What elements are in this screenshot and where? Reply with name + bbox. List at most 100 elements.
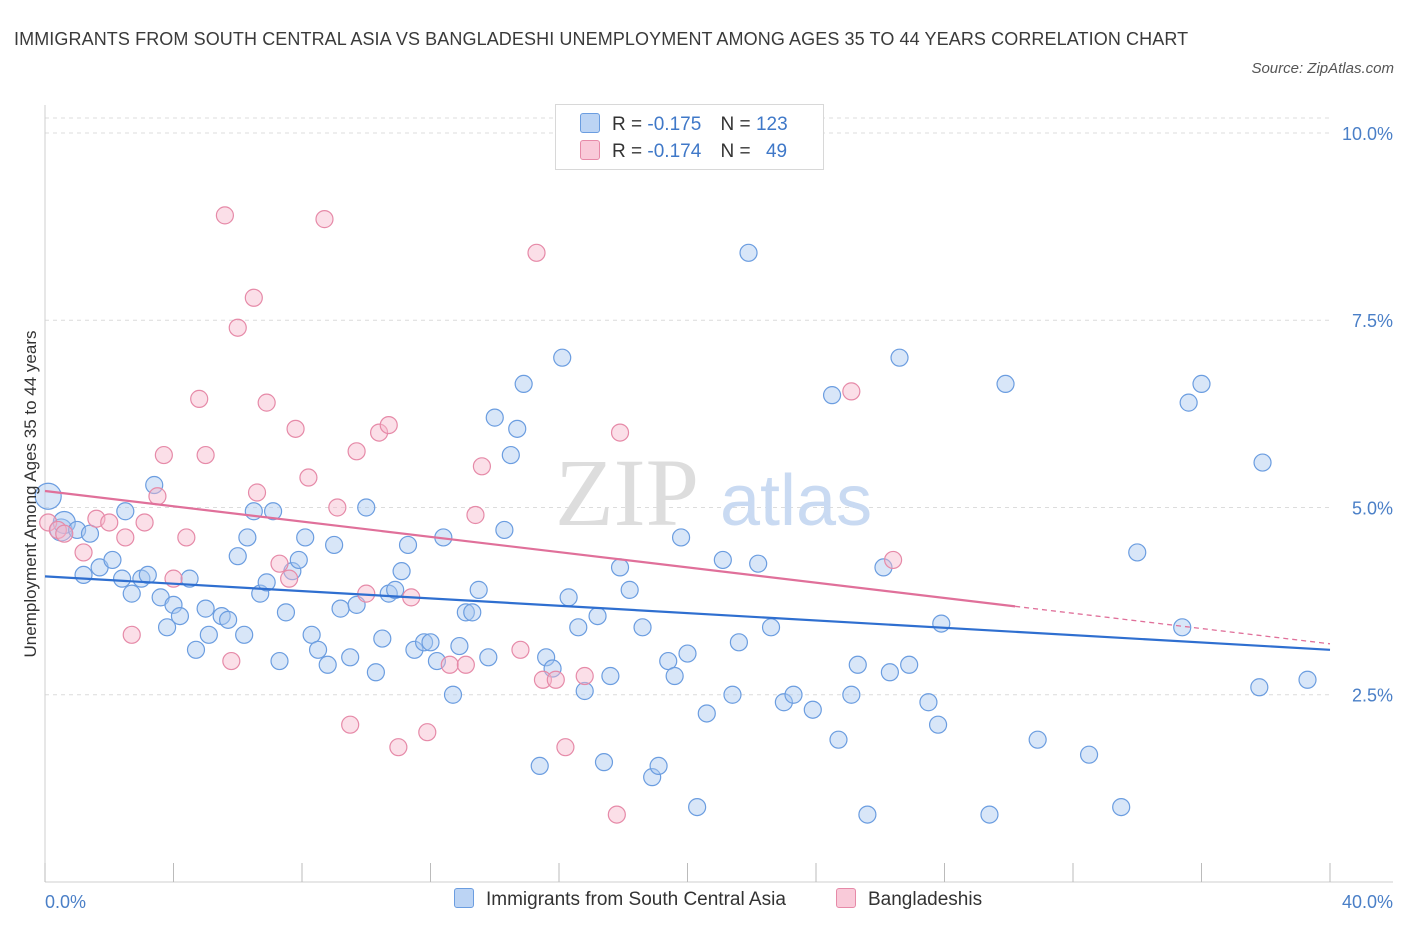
point-immigrants (665, 666, 684, 686)
point-immigrants (34, 482, 62, 510)
point-bangladeshis (299, 468, 318, 487)
point-immigrants (318, 655, 337, 674)
point-immigrants (858, 805, 877, 824)
point-immigrants (405, 640, 424, 659)
r-value-immigrants: -0.175 (647, 114, 702, 135)
point-bangladeshis (607, 805, 626, 824)
point-immigrants (398, 535, 418, 555)
point-immigrants (729, 633, 749, 652)
point-bangladeshis (177, 528, 196, 547)
r-label: R = (612, 114, 643, 135)
point-immigrants (848, 655, 867, 674)
point-bangladeshis (466, 505, 485, 525)
point-bangladeshis (546, 670, 565, 689)
point-immigrants (238, 528, 257, 547)
point-immigrants (774, 693, 793, 712)
point-immigrants (357, 498, 376, 517)
point-immigrants (112, 569, 132, 588)
point-immigrants (575, 681, 594, 701)
point-bangladeshis (472, 457, 491, 476)
point-immigrants (588, 606, 607, 626)
watermark-zip: ZIP (555, 439, 699, 546)
legend-label-bangladeshis: Bangladeshis (868, 889, 983, 910)
point-immigrants (1173, 618, 1192, 637)
watermark: ZIP atlas (555, 439, 872, 546)
point-immigrants (530, 756, 549, 776)
point-bangladeshis (74, 543, 93, 562)
point-immigrants (932, 614, 951, 633)
point-bangladeshis (883, 550, 903, 570)
y-tick-label: 5.0% (1352, 498, 1393, 518)
point-immigrants (157, 618, 177, 637)
point-immigrants (122, 584, 141, 603)
point-immigrants (633, 618, 652, 637)
point-immigrants (649, 756, 668, 776)
point-immigrants (145, 475, 164, 495)
point-immigrants (508, 419, 527, 438)
point-immigrants (325, 535, 344, 555)
point-immigrants (180, 569, 199, 588)
point-bangladeshis (222, 651, 241, 671)
point-bangladeshis (270, 554, 289, 573)
point-immigrants (450, 636, 469, 656)
legend-item-bangladeshis[interactable]: Bangladeshis (836, 888, 982, 911)
point-immigrants (392, 562, 411, 581)
point-immigrants (842, 685, 861, 704)
point-immigrants (276, 603, 296, 622)
point-immigrants (479, 648, 498, 667)
point-bangladeshis (842, 382, 861, 401)
point-immigrants (829, 730, 848, 749)
legend-swatch-bangladeshis (580, 140, 600, 160)
point-immigrants (331, 599, 350, 618)
point-bangladeshis (347, 442, 366, 461)
point-immigrants (822, 386, 842, 405)
point-immigrants (116, 502, 135, 521)
point-bangladeshis (379, 415, 398, 435)
point-bangladeshis (533, 670, 553, 689)
point-bangladeshis (148, 487, 167, 506)
point-bangladeshis (418, 723, 437, 742)
r-label: R = (612, 141, 643, 162)
point-immigrants (559, 588, 578, 607)
n-label: N = (720, 114, 751, 135)
point-immigrants (610, 558, 630, 577)
y-axis-title: Unemployment Among Ages 35 to 44 years (21, 331, 40, 658)
trend-line-bangladeshis-extension (1015, 605, 1331, 645)
point-bangladeshis (315, 210, 334, 229)
point-bangladeshis (389, 738, 408, 757)
watermark-atlas: atlas (720, 461, 872, 541)
point-immigrants (880, 663, 899, 682)
point-immigrants (80, 524, 100, 543)
point-immigrants (1192, 374, 1211, 394)
point-immigrants (196, 599, 215, 618)
point-bangladeshis (280, 569, 299, 588)
point-immigrants (739, 243, 758, 262)
point-bangladeshis (190, 389, 209, 408)
gridlines (45, 117, 1330, 696)
point-immigrants (1250, 678, 1269, 697)
point-immigrants (1112, 797, 1131, 817)
point-immigrants (749, 554, 768, 573)
point-immigrants (414, 633, 434, 652)
point-immigrants (302, 625, 321, 644)
point-immigrants (263, 502, 283, 521)
point-immigrants (1079, 745, 1099, 764)
x-tick-label-max: 40.0% (1342, 892, 1393, 912)
point-bangladeshis (370, 423, 389, 442)
point-immigrants (514, 374, 533, 394)
point-immigrants (671, 528, 691, 547)
point-immigrants (186, 640, 206, 659)
legend-item-immigrants[interactable]: Immigrants from South Central Asia (454, 888, 786, 911)
tick-labels: 2.5% 5.0% 7.5% 10.0% 0.0% 40.0% (45, 124, 1393, 912)
point-bangladeshis (116, 528, 135, 547)
point-immigrants (228, 547, 247, 566)
point-immigrants (373, 629, 392, 648)
trend-lines (44, 489, 1331, 651)
chart-source: Source: ZipAtlas.com (1251, 60, 1394, 77)
point-immigrants (421, 633, 440, 652)
point-bangladeshis (154, 445, 173, 465)
point-immigrants (495, 520, 514, 540)
point-bangladeshis (55, 524, 74, 543)
point-immigrants (980, 805, 999, 824)
